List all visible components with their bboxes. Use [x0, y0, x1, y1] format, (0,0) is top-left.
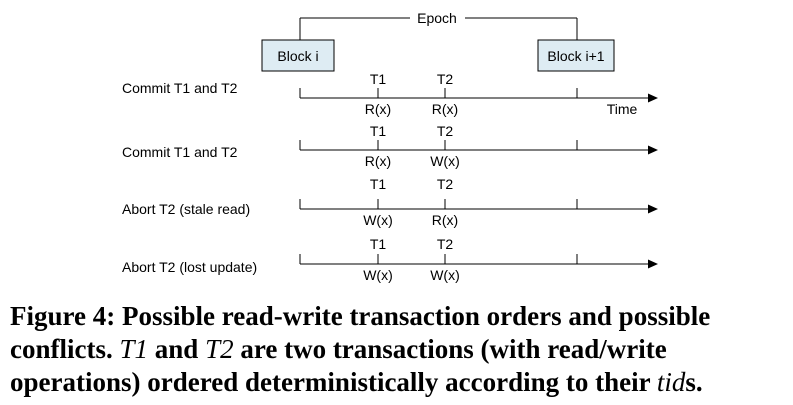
caption-text: are two transactions (with read/write op…: [10, 334, 667, 397]
caption-text: s.: [685, 367, 703, 397]
timeline-row-1: Commit T1 and T2 T1 T2 R(x) R(x) Time: [122, 71, 658, 117]
t2-label: T2: [437, 176, 454, 192]
row-label: Abort T2 (stale read): [122, 201, 250, 217]
block-i: Block i: [261, 39, 335, 72]
t2-op: R(x): [432, 101, 458, 117]
row-label: Commit T1 and T2: [122, 144, 238, 160]
epoch-bracket: Epoch: [299, 10, 578, 40]
t1-label: T1: [370, 71, 387, 87]
block-i-plus-1-label: Block i+1: [547, 48, 604, 64]
t1-label: T1: [370, 123, 387, 139]
t2-op: W(x): [430, 153, 460, 169]
timeline-row-3: Abort T2 (stale read) T1 T2 W(x) R(x): [122, 176, 658, 228]
row-label: Abort T2 (lost update): [122, 259, 257, 275]
time-label: Time: [607, 101, 638, 117]
figure-caption: Figure 4: Possible read-write transactio…: [10, 300, 790, 399]
caption-text: and: [148, 334, 206, 364]
arrowhead: [648, 259, 658, 269]
t1-label: T1: [370, 236, 387, 252]
t1-op: R(x): [365, 153, 391, 169]
t2-label: T2: [437, 123, 454, 139]
row-label: Commit T1 and T2: [122, 80, 238, 96]
caption-tid: tid: [656, 367, 686, 397]
arrowhead: [648, 145, 658, 155]
transaction-order-diagram: Epoch Block i Block i+1 Commit T1 and T2…: [122, 10, 658, 283]
block-i-label: Block i: [277, 48, 318, 64]
t1-op: W(x): [363, 267, 393, 283]
t1-op: W(x): [363, 212, 393, 228]
epoch-label: Epoch: [417, 10, 457, 26]
block-i-plus-1: Block i+1: [537, 39, 615, 72]
t1-op: R(x): [365, 101, 391, 117]
t2-op: R(x): [432, 212, 458, 228]
t1-label: T1: [370, 176, 387, 192]
arrowhead: [648, 93, 658, 103]
t2-label: T2: [437, 71, 454, 87]
timeline-row-4: Abort T2 (lost update) T1 T2 W(x) W(x): [122, 236, 658, 283]
t2-label: T2: [437, 236, 454, 252]
timeline-row-2: Commit T1 and T2 T1 T2 R(x) W(x): [122, 123, 658, 169]
t2-op: W(x): [430, 267, 460, 283]
caption-bold: Figure 4: Possible read-write transactio…: [10, 301, 711, 364]
caption-t1: T1: [119, 334, 149, 364]
caption-t2: T2: [205, 334, 234, 364]
arrowhead: [648, 204, 658, 214]
